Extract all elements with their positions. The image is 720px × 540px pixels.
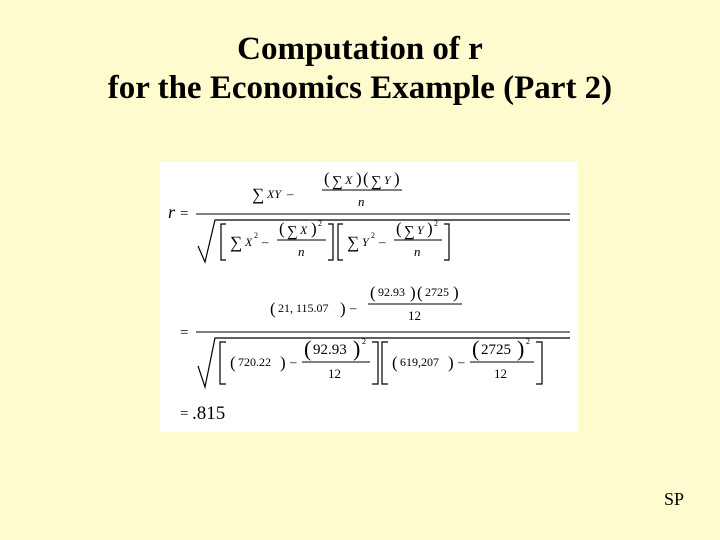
rp-sy: ) [394, 169, 400, 188]
n-deny: n [414, 244, 421, 259]
lp-sy2: ( [396, 219, 402, 238]
sq-x: 2 [254, 231, 258, 240]
title-line-1: Computation of r [237, 31, 483, 67]
lp-n3: ( [417, 283, 423, 302]
sigma-y2: ∑ [347, 233, 359, 252]
sigma-xy: ∑ [252, 185, 264, 204]
rbracket-2a [372, 342, 378, 384]
lbracket-2a [220, 342, 226, 384]
lp-d2: ( [304, 336, 311, 361]
n-denx: n [298, 244, 305, 259]
rp-n3: ) [453, 283, 459, 302]
sigma-y-den: ∑ [404, 224, 415, 240]
lp-sy: ( [363, 169, 369, 188]
sym-Y-num: Y [384, 173, 392, 187]
lbracket-1b [338, 224, 343, 260]
eq-2: = [180, 325, 188, 341]
num-sumXY: 21, 115.07 [278, 301, 329, 315]
sym-XY: XY [266, 187, 282, 201]
sigma-x-num: ∑ [332, 174, 343, 190]
sym-Y-den: Y [362, 235, 370, 249]
result: .815 [192, 403, 225, 424]
slide-title: Computation of r for the Economics Examp… [0, 30, 720, 108]
rp-d1: ) [280, 353, 286, 372]
num-sumY: 2725 [425, 285, 449, 299]
lp-n2: ( [370, 283, 376, 302]
sigma-y-num: ∑ [371, 174, 382, 190]
n-d2: 12 [494, 366, 507, 381]
sq-d2: 2 [526, 337, 530, 346]
sigma-x-den: ∑ [287, 224, 298, 240]
minus-num2: – [349, 300, 357, 315]
rp-sx2: ) [311, 219, 317, 238]
rp-sy2: ) [427, 219, 433, 238]
rp-d4: ) [517, 336, 524, 361]
lp-d4: ( [472, 336, 479, 361]
footer-label: SP [664, 489, 684, 510]
sym-Y-den2: Y [417, 223, 425, 237]
rp-sx: ) [356, 169, 362, 188]
minus-denx: – [261, 234, 269, 249]
num-sumX-d: 92.93 [313, 342, 347, 358]
rp-d2: ) [353, 336, 360, 361]
sq-sy: 2 [434, 219, 438, 228]
rp-d3: ) [448, 353, 454, 372]
rp-n2: ) [410, 283, 416, 302]
n-d1: 12 [328, 366, 341, 381]
sym-r: r [168, 202, 176, 222]
num-sumY2: 619,207 [400, 355, 439, 369]
num-sumX2: 720.22 [238, 355, 271, 369]
sym-X-num: X [344, 173, 353, 187]
lp-n1: ( [270, 299, 276, 318]
minus-d1: – [289, 354, 297, 369]
sq-sx: 2 [318, 219, 322, 228]
rbracket-1a [328, 224, 333, 260]
minus-deny: – [378, 234, 386, 249]
sq-y: 2 [371, 231, 375, 240]
n-num2: 12 [408, 308, 421, 323]
formula-box: r = ∑ XY – ( ∑ X ) ( ∑ Y ) n ∑ X [160, 162, 578, 432]
rbracket-2b [536, 342, 542, 384]
lp-d3: ( [392, 353, 398, 372]
sigma-x2: ∑ [230, 233, 242, 252]
title-line-2: for the Economics Example (Part 2) [108, 70, 612, 106]
lp-d1: ( [230, 353, 236, 372]
minus-num1: – [286, 186, 294, 201]
sym-X-den2: X [299, 223, 308, 237]
num-sumY-d: 2725 [481, 342, 511, 358]
lbracket-2b [382, 342, 388, 384]
rp-n1: ) [340, 299, 346, 318]
minus-d2: – [457, 354, 465, 369]
eq-1: = [180, 206, 188, 222]
n-num: n [358, 194, 365, 209]
lbracket-1a [221, 224, 226, 260]
sq-d1: 2 [362, 337, 366, 346]
sym-X-den: X [244, 235, 253, 249]
num-sumX: 92.93 [378, 285, 405, 299]
rbracket-1b [444, 224, 449, 260]
formula-svg: r = ∑ XY – ( ∑ X ) ( ∑ Y ) n ∑ X [160, 162, 578, 432]
eq-3: = [180, 406, 188, 422]
lp-sx: ( [324, 169, 330, 188]
lp-sx2: ( [279, 219, 285, 238]
